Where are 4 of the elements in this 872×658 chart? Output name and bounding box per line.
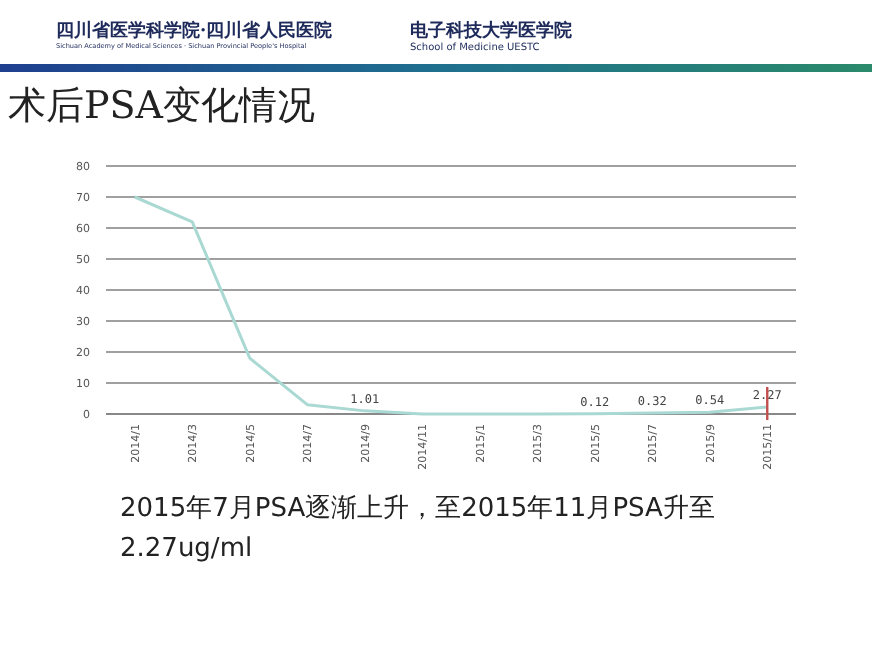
text: 四川省医学科学院·四川省人民医院 <box>56 18 333 43</box>
chart-title: 术后PSA变化情况 <box>8 82 316 132</box>
text: 电子科技大学医学院 <box>410 18 572 42</box>
text: 2015年7月PSA逐渐上升，至2015年11月PSA升至 2.27ug/ml <box>120 492 717 568</box>
